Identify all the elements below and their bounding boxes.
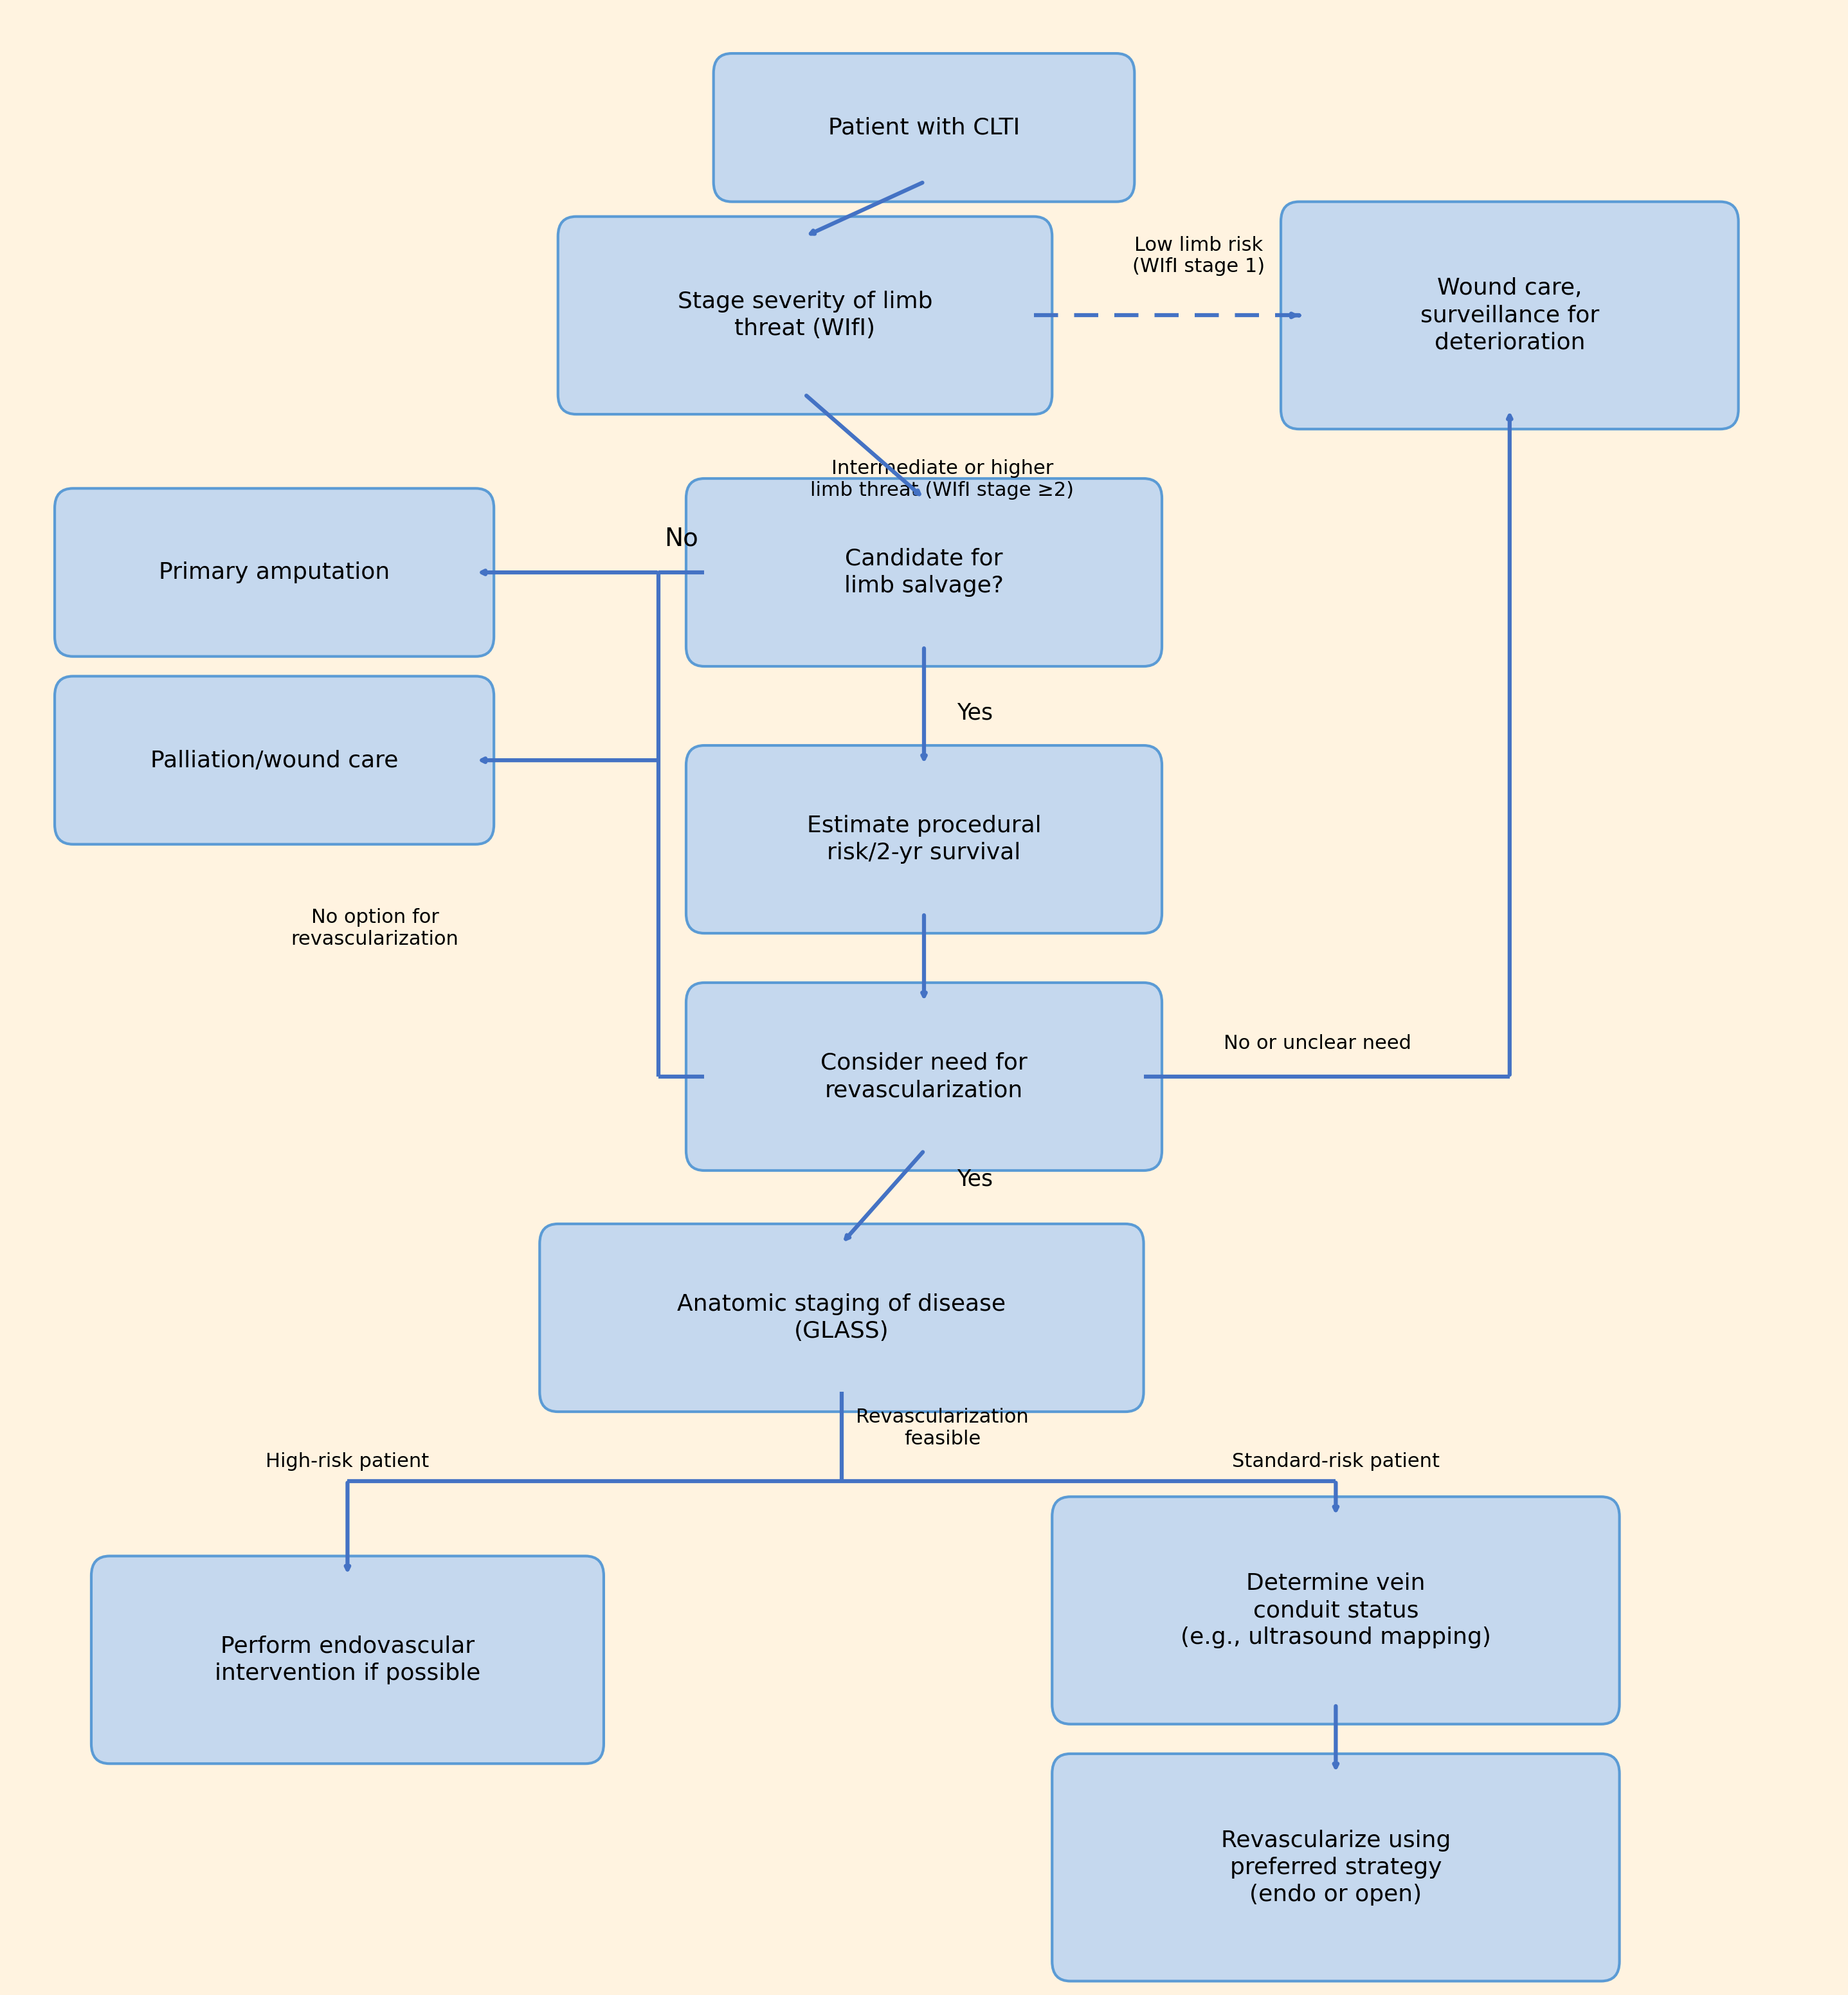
Text: Revascularize using
preferred strategy
(endo or open): Revascularize using preferred strategy (…: [1222, 1829, 1451, 1905]
FancyBboxPatch shape: [540, 1223, 1144, 1412]
FancyBboxPatch shape: [1281, 201, 1739, 429]
FancyBboxPatch shape: [686, 479, 1162, 666]
FancyBboxPatch shape: [91, 1556, 604, 1764]
FancyBboxPatch shape: [558, 217, 1052, 415]
Text: No: No: [663, 527, 699, 551]
Text: Yes: Yes: [957, 1169, 992, 1191]
Text: Revascularization
feasible: Revascularization feasible: [856, 1408, 1029, 1448]
Text: High-risk patient: High-risk patient: [266, 1452, 429, 1470]
FancyBboxPatch shape: [686, 746, 1162, 934]
Text: Primary amputation: Primary amputation: [159, 561, 390, 583]
Text: Stage severity of limb
threat (WIfI): Stage severity of limb threat (WIfI): [678, 291, 933, 339]
FancyBboxPatch shape: [55, 676, 493, 844]
FancyBboxPatch shape: [1052, 1496, 1619, 1724]
Text: Palliation/wound care: Palliation/wound care: [150, 750, 397, 772]
Text: Determine vein
conduit status
(e.g., ultrasound mapping): Determine vein conduit status (e.g., ult…: [1181, 1572, 1491, 1648]
Text: Intermediate or higher
limb threat (WIfI stage ≥2): Intermediate or higher limb threat (WIfI…: [811, 459, 1074, 499]
Text: Candidate for
limb salvage?: Candidate for limb salvage?: [845, 549, 1003, 597]
Text: No or unclear need: No or unclear need: [1223, 1033, 1412, 1053]
Text: Wound care,
surveillance for
deterioration: Wound care, surveillance for deteriorati…: [1419, 277, 1599, 353]
Text: No option for
revascularization: No option for revascularization: [292, 908, 458, 948]
FancyBboxPatch shape: [686, 984, 1162, 1171]
Text: Perform endovascular
intervention if possible: Perform endovascular intervention if pos…: [214, 1636, 480, 1684]
FancyBboxPatch shape: [55, 489, 493, 656]
Text: Estimate procedural
risk/2-yr survival: Estimate procedural risk/2-yr survival: [808, 814, 1040, 864]
Text: Consider need for
revascularization: Consider need for revascularization: [821, 1051, 1027, 1101]
Text: Patient with CLTI: Patient with CLTI: [828, 116, 1020, 138]
FancyBboxPatch shape: [713, 54, 1135, 201]
Text: Yes: Yes: [957, 702, 992, 724]
Text: Standard-risk patient: Standard-risk patient: [1233, 1452, 1440, 1470]
Text: Low limb risk
(WIfI stage 1): Low limb risk (WIfI stage 1): [1133, 235, 1264, 275]
FancyBboxPatch shape: [1052, 1754, 1619, 1981]
Text: Anatomic staging of disease
(GLASS): Anatomic staging of disease (GLASS): [678, 1293, 1005, 1343]
